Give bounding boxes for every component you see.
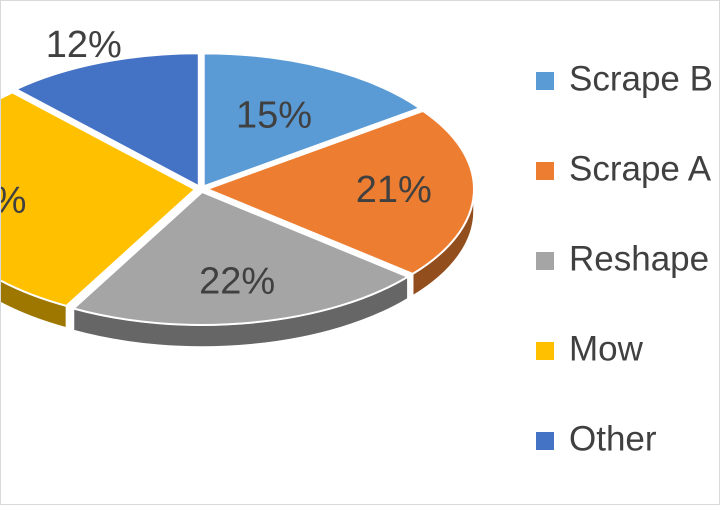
pie-tops (1, 52, 475, 326)
slice-label-scrape-b: 15% (236, 95, 312, 137)
legend-swatch-reshape (536, 252, 554, 270)
pie-slice-scrape-a (204, 109, 475, 275)
legend-label-scrape-a: Scrape A (569, 149, 712, 188)
slice-label-scrape-a: 21% (356, 169, 432, 211)
legend-label-other: Other (569, 419, 657, 458)
pie-slice-reshape (71, 190, 411, 326)
pie-slice-other (13, 52, 200, 188)
legend-label-reshape: Reshape (569, 239, 709, 278)
slice-labels: 15% 21% 22% 30% 12% (1, 24, 432, 302)
slice-label-mow: 30% (1, 179, 26, 221)
pie-side-mow (1, 279, 68, 329)
pie-slice-mow (1, 91, 197, 308)
legend-swatch-other (536, 432, 554, 450)
legend-swatch-scrape-b (536, 72, 554, 90)
legend-label-scrape-b: Scrape B (569, 59, 713, 98)
legend-swatch-scrape-a (536, 162, 554, 180)
legend-swatch-mow (536, 342, 554, 360)
slice-label-other: 12% (46, 24, 122, 66)
slice-label-reshape: 22% (199, 260, 275, 302)
legend-label-mow: Mow (569, 329, 644, 368)
legend: Scrape B Scrape A Reshape Mow Other (536, 59, 713, 458)
pie-slice-scrape-b (202, 52, 422, 188)
